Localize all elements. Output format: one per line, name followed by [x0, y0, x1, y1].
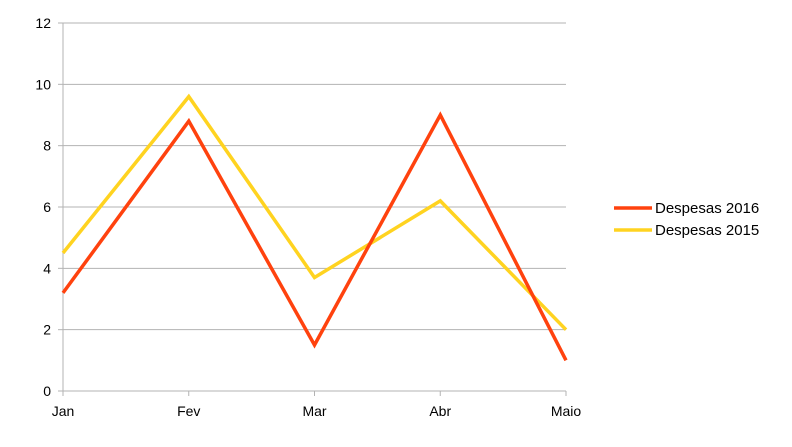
series-lines — [61, 93, 568, 362]
y-tick-label: 2 — [43, 322, 51, 338]
legend-label: Despesas 2015 — [655, 222, 759, 239]
y-tick-label: 8 — [43, 138, 51, 154]
grid-lines — [63, 22, 566, 331]
y-tick-label: 6 — [43, 199, 51, 215]
x-tick-labels: Jan Fev Mar Abr Maio — [52, 403, 582, 419]
y-tick-label: 12 — [35, 15, 51, 31]
x-tick-label: Abr — [429, 403, 451, 419]
x-tick-label: Maio — [551, 403, 582, 419]
axes — [58, 22, 567, 396]
series-line-0 — [61, 111, 568, 362]
y-tick-label: 4 — [43, 260, 51, 276]
y-tick-label: 10 — [35, 76, 51, 92]
x-tick-label: Jan — [52, 403, 75, 419]
x-tick-label: Fev — [177, 403, 200, 419]
y-tick-labels: 0 2 4 6 8 10 12 — [35, 15, 51, 399]
series-line-1 — [61, 93, 568, 331]
legend-label: Despesas 2016 — [655, 200, 759, 217]
y-tick-label: 0 — [43, 383, 51, 399]
legend: Despesas 2016 Despesas 2015 — [614, 200, 759, 239]
x-tick-label: Mar — [302, 403, 326, 419]
